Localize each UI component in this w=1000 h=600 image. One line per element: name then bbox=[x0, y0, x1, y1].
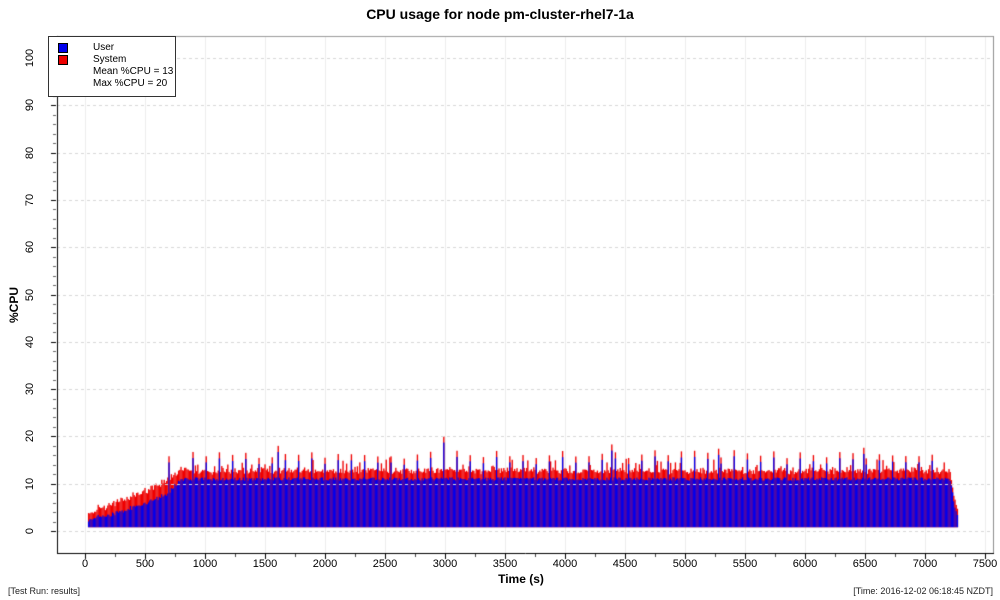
mean-cpu-stat: Mean %CPU = 13 bbox=[93, 66, 174, 77]
y-axis-title: %CPU bbox=[7, 286, 21, 324]
x-tick-label: 1000 bbox=[192, 558, 218, 570]
y-tick-label: 50 bbox=[24, 288, 36, 301]
x-tick-label: 5500 bbox=[732, 558, 758, 570]
x-tick-label: 6500 bbox=[852, 558, 878, 570]
x-tick-label: 7500 bbox=[972, 558, 998, 570]
x-tick-label: 3500 bbox=[492, 558, 518, 570]
system-series-swatch-icon bbox=[58, 55, 68, 65]
x-tick-label: 5000 bbox=[672, 558, 698, 570]
x-tick-label: 0 bbox=[81, 558, 89, 570]
legend-label-user: User bbox=[93, 42, 115, 53]
x-tick-label: 2000 bbox=[312, 558, 338, 570]
y-tick-label: 40 bbox=[24, 335, 36, 348]
max-cpu-stat: Max %CPU = 20 bbox=[93, 78, 168, 89]
x-tick-label: 2500 bbox=[372, 558, 398, 570]
y-tick-label: 20 bbox=[24, 430, 36, 443]
x-tick-label: 4000 bbox=[552, 558, 578, 570]
x-tick-label: 4500 bbox=[612, 558, 638, 570]
y-tick-label: 60 bbox=[24, 241, 36, 254]
x-tick-label: 7000 bbox=[912, 558, 938, 570]
test-run-footer: [Test Run: results] bbox=[8, 586, 81, 596]
y-tick-label: 10 bbox=[24, 477, 36, 490]
y-tick-label: 0 bbox=[24, 527, 36, 535]
timestamp-footer: [Time: 2016-12-02 06:18:45 NZDT] bbox=[853, 586, 993, 596]
y-tick-label: 80 bbox=[24, 146, 36, 159]
y-tick-label: 100 bbox=[24, 48, 36, 68]
x-tick-label: 500 bbox=[135, 558, 155, 570]
legend-box: User System Mean %CPU = 13 Max %CPU = 20 bbox=[48, 36, 176, 97]
y-tick-label: 30 bbox=[24, 382, 36, 396]
x-tick-label: 3000 bbox=[432, 558, 458, 570]
x-tick-label: 1500 bbox=[252, 558, 278, 570]
y-tick-label: 70 bbox=[24, 193, 36, 207]
legend-label-system: System bbox=[93, 54, 127, 65]
user-series-swatch-icon bbox=[58, 43, 68, 53]
x-axis-title: Time (s) bbox=[498, 572, 544, 586]
y-tick-label: 90 bbox=[24, 99, 36, 112]
x-tick-label: 6000 bbox=[792, 558, 818, 570]
